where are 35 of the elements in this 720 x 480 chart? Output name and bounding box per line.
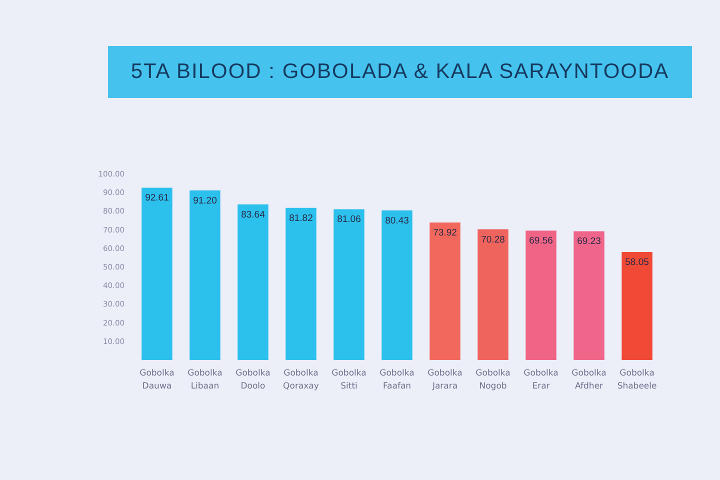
data-label: 83.64 [241,209,265,220]
bar [622,252,652,360]
x-tick-label: Gobolka Dauwa [140,368,174,392]
x-tick-label: Gobolka Doolo [236,368,270,392]
bar [478,229,508,360]
x-tick-label: Gobolka Afdher [572,368,606,392]
x-tick-label: Gobolka Sitti [332,368,366,392]
x-tick-label: Gobolka Jarara [428,368,462,392]
bar [430,222,460,360]
chart-title: 5TA BILOOD : GOBOLADA & KALA SARAYNTOODA [130,60,670,84]
x-tick-label: Gobolka Erar [524,368,558,392]
x-tick-label: Gobolka Faafan [380,368,414,392]
data-label: 69.56 [529,236,553,247]
data-label: 70.28 [481,234,505,246]
bar [238,204,268,360]
data-label: 92.61 [145,192,169,204]
bar [574,231,604,360]
data-label: 81.82 [289,212,313,224]
data-label: 80.43 [385,215,409,226]
x-tick-label: Gobolka Shabeele [617,368,657,392]
bar [190,190,220,360]
data-label: 73.92 [433,228,457,239]
bar [334,209,364,360]
data-label: 58.05 [625,257,649,268]
data-label: 91.20 [193,195,217,206]
x-tick-label: Gobolka Libaan [188,368,222,392]
title-banner: 5TA BILOOD : GOBOLADA & KALA SARAYNTOODA [108,46,692,98]
x-tick-label: Gobolka Qoraxay [283,368,319,392]
bar [286,208,316,360]
data-label: 81.06 [337,214,361,226]
bar [382,210,412,360]
data-label: 69.23 [577,236,601,248]
bar [142,188,172,360]
x-tick-label: Gobolka Nogob [476,368,510,392]
bar [526,230,556,360]
